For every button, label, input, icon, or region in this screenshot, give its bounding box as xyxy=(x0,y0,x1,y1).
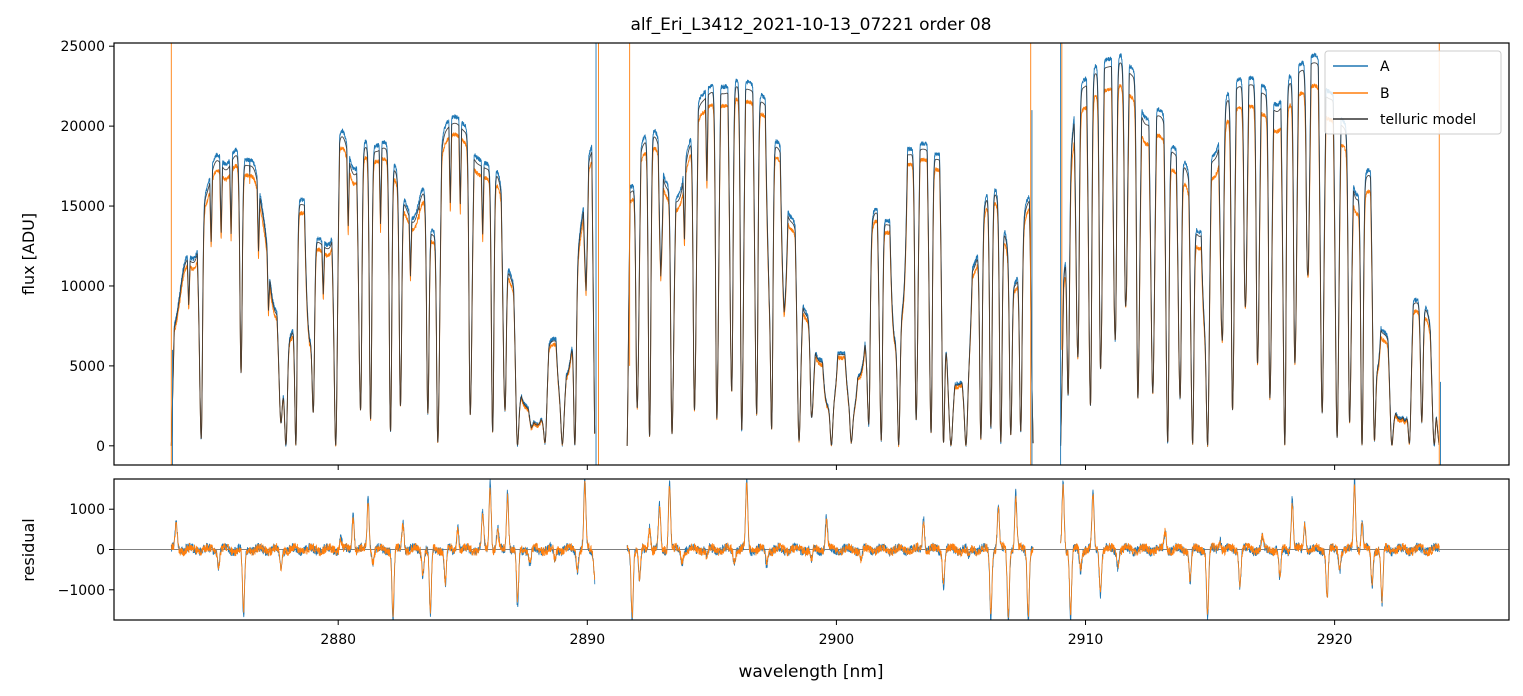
flux-y-tick-label: 0 xyxy=(96,439,105,455)
flux-series-telluric-model-segment-3 xyxy=(1060,62,1440,446)
residual-plot-area xyxy=(114,479,1509,620)
x-tick-label: 2900 xyxy=(819,632,855,648)
flux-y-tick-label: 5000 xyxy=(69,359,105,375)
residual-series-b-segment-3 xyxy=(1060,484,1440,616)
flux-x-ticks xyxy=(337,465,1336,470)
flux-panel-frame xyxy=(114,43,1509,465)
residual-y-tick-label: −1000 xyxy=(58,583,105,599)
legend-label-a: A xyxy=(1380,59,1390,75)
residual-y-tick-label: 0 xyxy=(96,543,105,559)
residual-series-b-segment-2 xyxy=(626,482,1034,618)
legend: A B telluric model xyxy=(1324,50,1502,135)
x-tick-label: 2920 xyxy=(1317,632,1353,648)
flux-y-tick-label: 20000 xyxy=(60,119,105,135)
residual-y-axis-label: residual xyxy=(19,518,38,581)
flux-y-tick-label: 25000 xyxy=(60,39,105,55)
flux-y-tick-label: 10000 xyxy=(60,279,105,295)
flux-plot-area xyxy=(170,43,1441,465)
legend-box xyxy=(1324,50,1502,135)
flux-y-tick-label: 15000 xyxy=(60,199,105,215)
chart-title: alf_Eri_L3412_2021-10-13_07221 order 08 xyxy=(631,15,992,35)
x-tick-label: 2880 xyxy=(320,632,356,648)
flux-y-ticks: 0 5000 10000 15000 20000 25000 xyxy=(60,39,114,455)
legend-label-telluric-model: telluric model xyxy=(1380,112,1476,128)
residual-series-b-segment-1 xyxy=(170,480,596,618)
legend-label-b: B xyxy=(1380,86,1390,102)
residual-series-group xyxy=(114,479,1509,620)
residual-y-tick-label: 1000 xyxy=(69,502,105,518)
residual-x-ticks: 2880 2890 2900 2910 2920 xyxy=(320,620,1352,648)
flux-panel-border xyxy=(113,42,1510,466)
flux-series-telluric-model-segment-2 xyxy=(626,86,1034,446)
x-tick-label: 2890 xyxy=(569,632,605,648)
flux-series-telluric-model-segment-1 xyxy=(170,122,596,446)
x-axis-label: wavelength [nm] xyxy=(738,662,883,682)
flux-y-axis-label: flux [ADU] xyxy=(19,213,38,295)
residual-y-ticks: −1000 0 1000 xyxy=(58,502,114,599)
x-tick-label: 2910 xyxy=(1068,632,1104,648)
residual-panel-border xyxy=(113,478,1510,621)
flux-series-group xyxy=(170,43,1441,465)
